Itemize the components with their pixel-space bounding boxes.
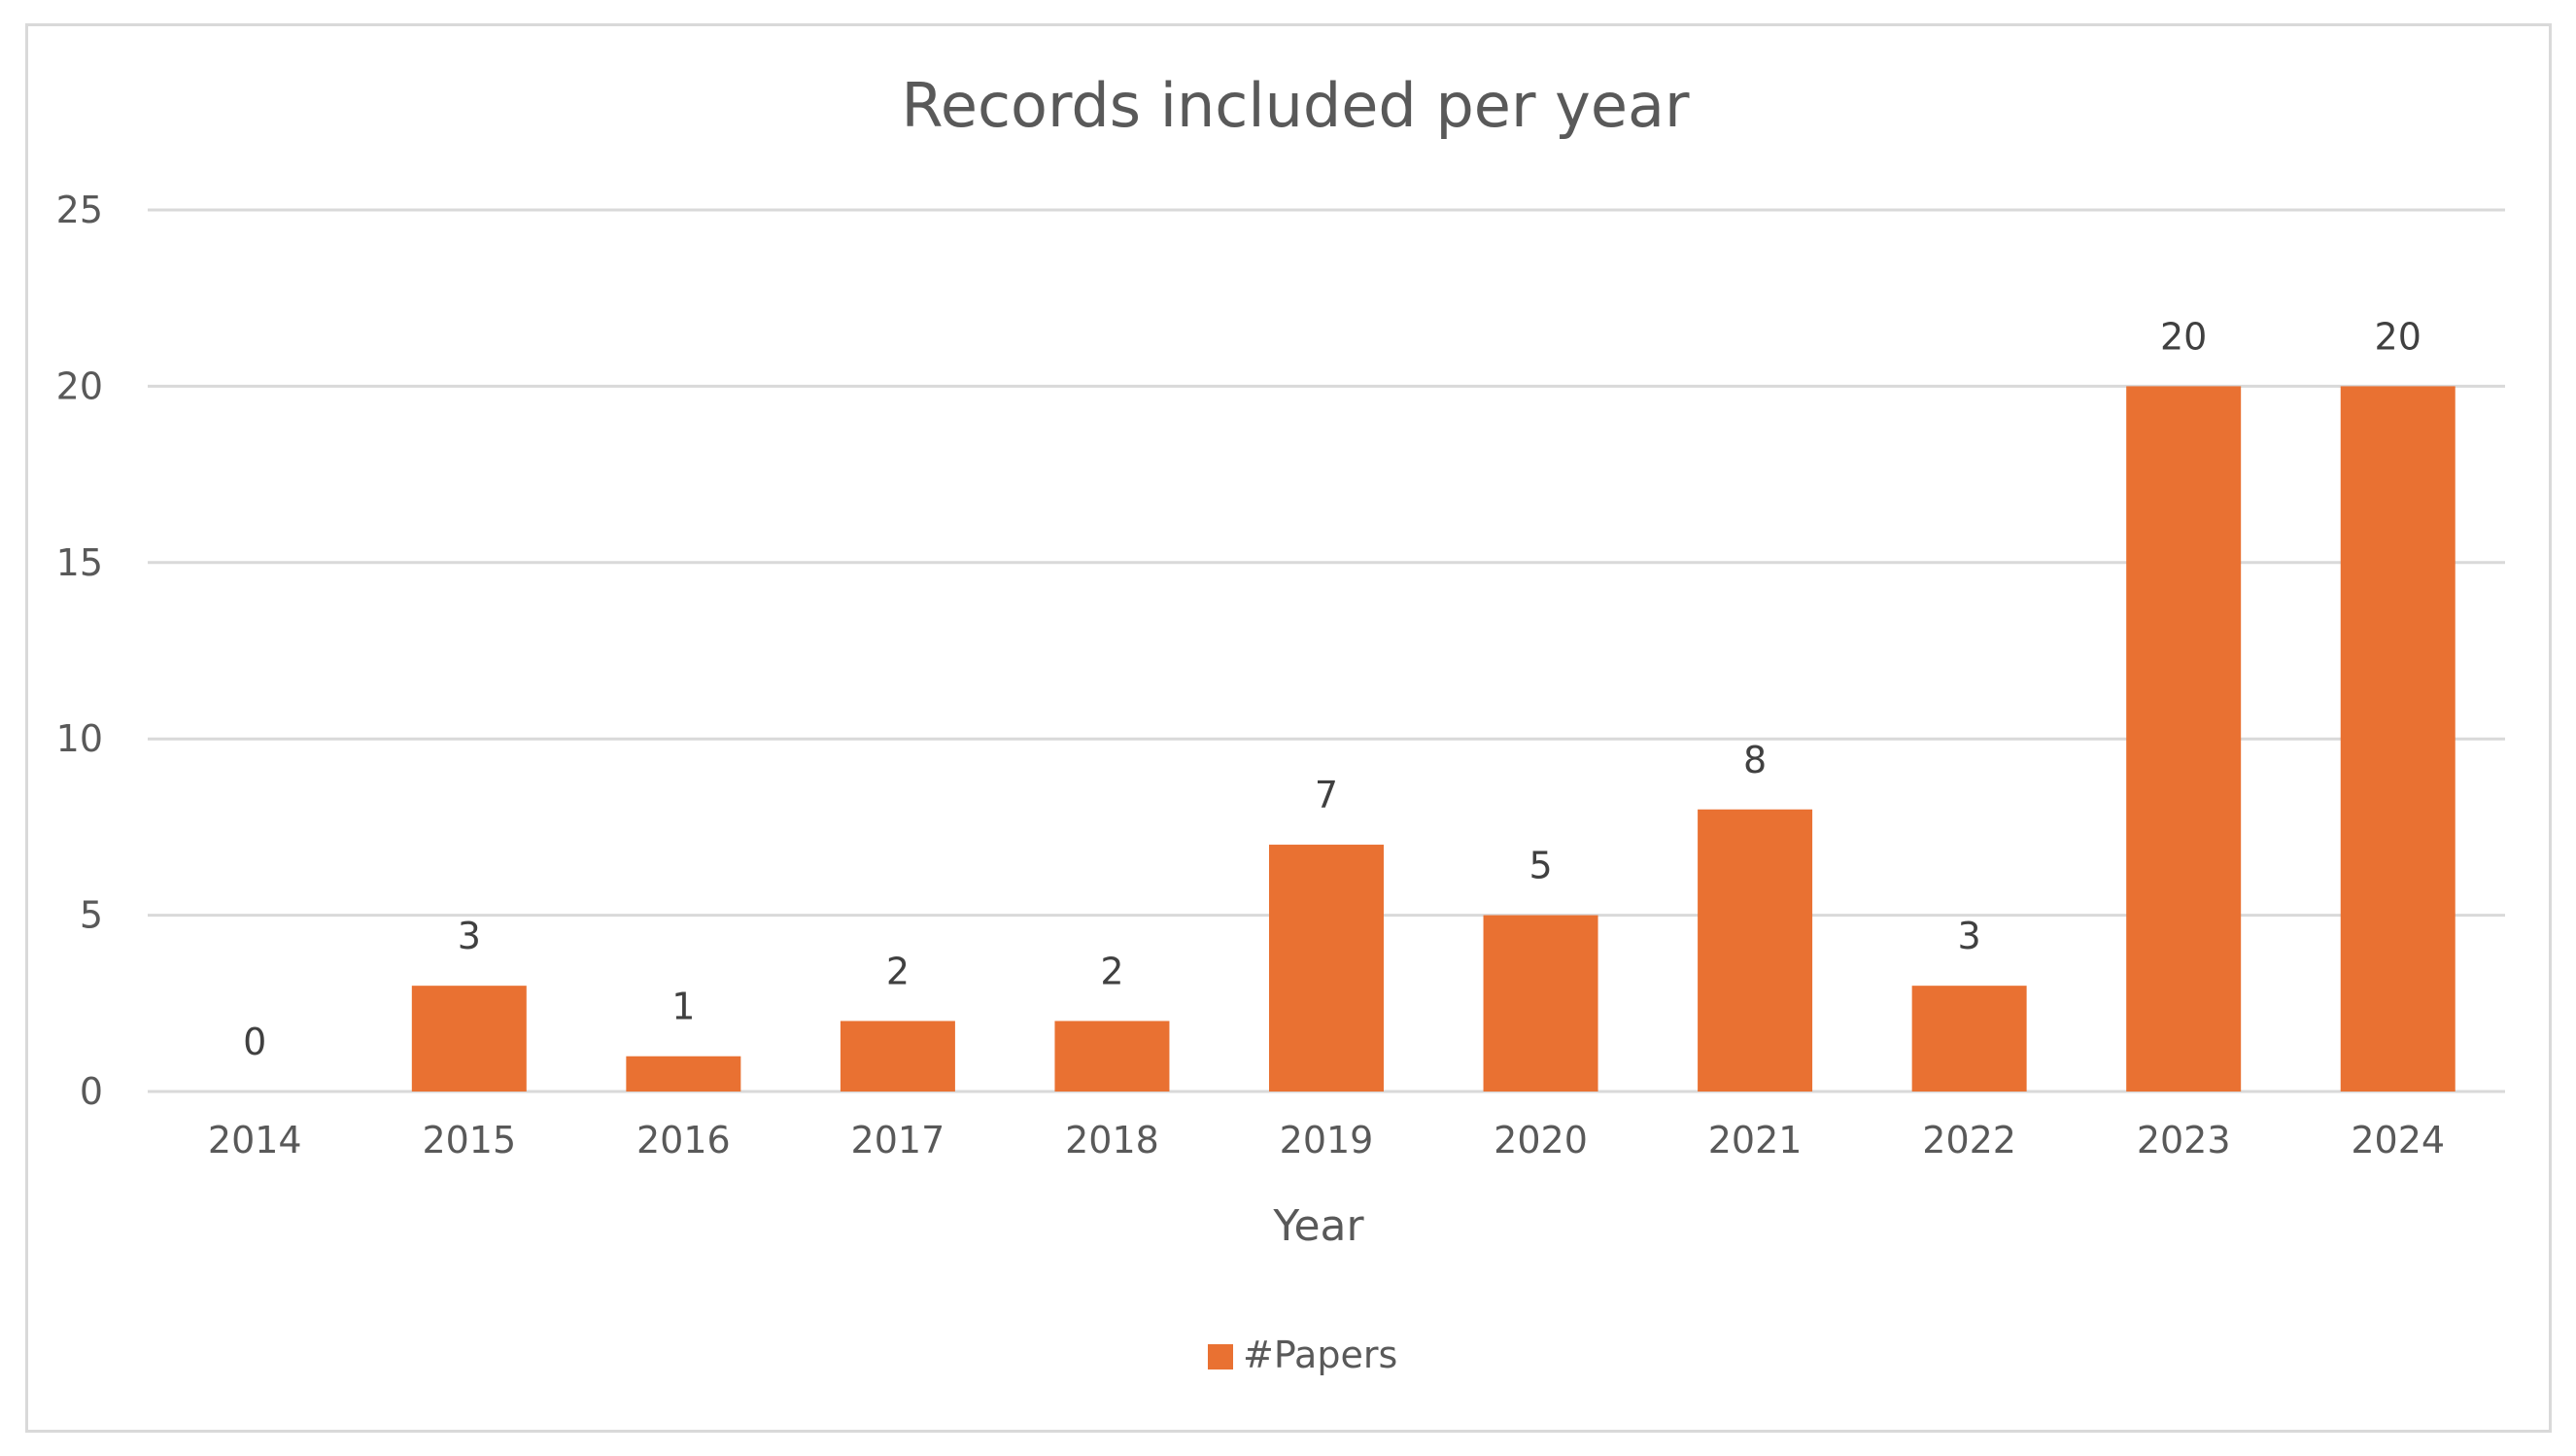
bar (1054, 1021, 1170, 1092)
chart-title: Records included per year (902, 70, 1690, 141)
x-tick-label: 2017 (851, 1119, 945, 1161)
y-tick-label: 5 (80, 894, 103, 937)
gridlines (148, 208, 2505, 1093)
data-label: 2 (886, 950, 910, 992)
data-label: 3 (458, 915, 481, 957)
x-tick-label: 2021 (1708, 1119, 1803, 1161)
data-label: 1 (671, 986, 695, 1028)
legend-label: #Papers (1243, 1334, 1397, 1376)
x-tick-label: 2018 (1065, 1119, 1159, 1161)
x-tick-label: 2022 (1922, 1119, 2016, 1161)
y-tick-label: 15 (56, 541, 103, 584)
x-tick-label: 2023 (2137, 1119, 2231, 1161)
bar (840, 1021, 955, 1092)
y-tick-label: 25 (56, 189, 103, 231)
data-label: 8 (1743, 739, 1767, 781)
bar (1269, 845, 1384, 1092)
data-label: 5 (1528, 845, 1552, 887)
y-tick-label: 10 (56, 717, 103, 760)
data-label: 7 (1315, 774, 1338, 816)
y-tick-label: 20 (56, 364, 103, 407)
legend: #Papers (1208, 1334, 1397, 1376)
data-label: 20 (2375, 315, 2421, 358)
y-tick-label: 0 (80, 1070, 103, 1113)
data-label: 3 (1958, 915, 1981, 957)
bar (626, 1056, 741, 1092)
bar (2126, 386, 2242, 1092)
data-label: 0 (243, 1021, 266, 1063)
data-label: 2 (1100, 950, 1123, 992)
x-axis-title: Year (1272, 1201, 1364, 1251)
bar (1483, 915, 1598, 1092)
bars (411, 386, 2456, 1092)
x-tick-label: 2024 (2351, 1119, 2445, 1161)
x-axis-tick-labels: 2014 2015 2016 2017 2018 2019 2020 2021 2022 2023… (208, 1119, 2445, 1161)
bar (2340, 386, 2456, 1092)
bar (1698, 809, 1813, 1092)
y-axis-tick-labels: 0 5 10 15 20 25 (56, 189, 103, 1113)
x-tick-label: 2014 (208, 1119, 302, 1161)
x-tick-label: 2015 (422, 1119, 516, 1161)
bar (1911, 986, 2027, 1092)
x-tick-label: 2020 (1494, 1119, 1588, 1161)
data-labels: 0 3 1 2 2 7 5 8 3 20 20 (243, 315, 2421, 1063)
x-tick-label: 2019 (1280, 1119, 1374, 1161)
legend-swatch (1208, 1344, 1233, 1369)
bar (411, 986, 527, 1092)
x-tick-label: 2016 (636, 1119, 731, 1161)
data-label: 20 (2160, 315, 2207, 358)
